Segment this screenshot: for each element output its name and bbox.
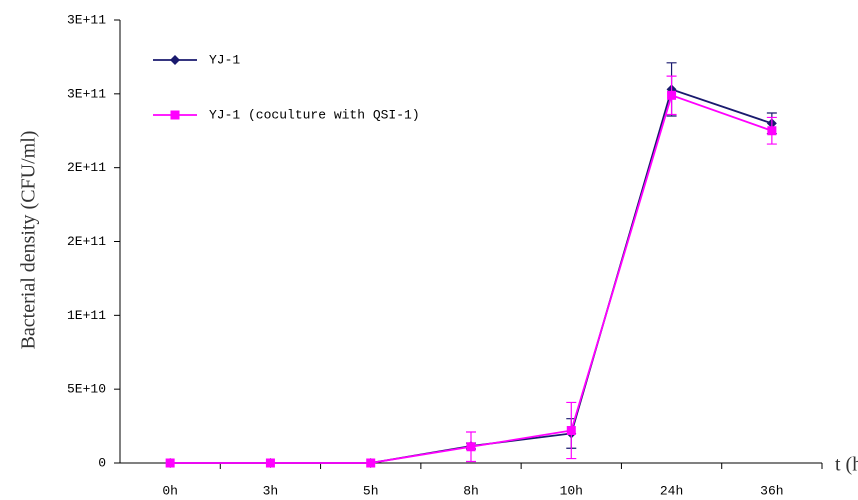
x-tick-label: 3h bbox=[263, 483, 279, 498]
marker bbox=[767, 126, 777, 136]
marker bbox=[165, 458, 175, 468]
y-tick-label: 3E+11 bbox=[67, 12, 106, 27]
x-tick-label: 10h bbox=[560, 483, 583, 498]
marker bbox=[170, 110, 180, 120]
marker bbox=[366, 458, 376, 468]
x-tick-label: 36h bbox=[760, 483, 783, 498]
marker bbox=[170, 55, 180, 65]
marker bbox=[566, 426, 576, 436]
y-axis-title: Bacterial density (CFU/ml) bbox=[18, 131, 40, 350]
x-axis-title: t (h) bbox=[835, 454, 858, 476]
y-tick-label: 3E+11 bbox=[67, 86, 106, 101]
y-tick-label: 2E+11 bbox=[67, 234, 106, 249]
legend-label: YJ-1 bbox=[209, 52, 240, 67]
x-tick-label: 5h bbox=[363, 483, 379, 498]
y-tick-label: 1E+11 bbox=[67, 308, 106, 323]
x-tick-label: 8h bbox=[463, 483, 479, 498]
legend-label: YJ-1 (coculture with QSI-1) bbox=[209, 107, 420, 122]
marker bbox=[265, 458, 275, 468]
y-tick-label: 5E+10 bbox=[67, 382, 106, 397]
y-tick-label: 2E+11 bbox=[67, 160, 106, 175]
series-line bbox=[170, 88, 773, 464]
series-line bbox=[170, 94, 773, 464]
marker bbox=[466, 442, 476, 452]
marker bbox=[667, 90, 677, 100]
y-tick-label: 0 bbox=[98, 455, 106, 470]
x-tick-label: 0h bbox=[162, 483, 178, 498]
x-tick-label: 24h bbox=[660, 483, 683, 498]
